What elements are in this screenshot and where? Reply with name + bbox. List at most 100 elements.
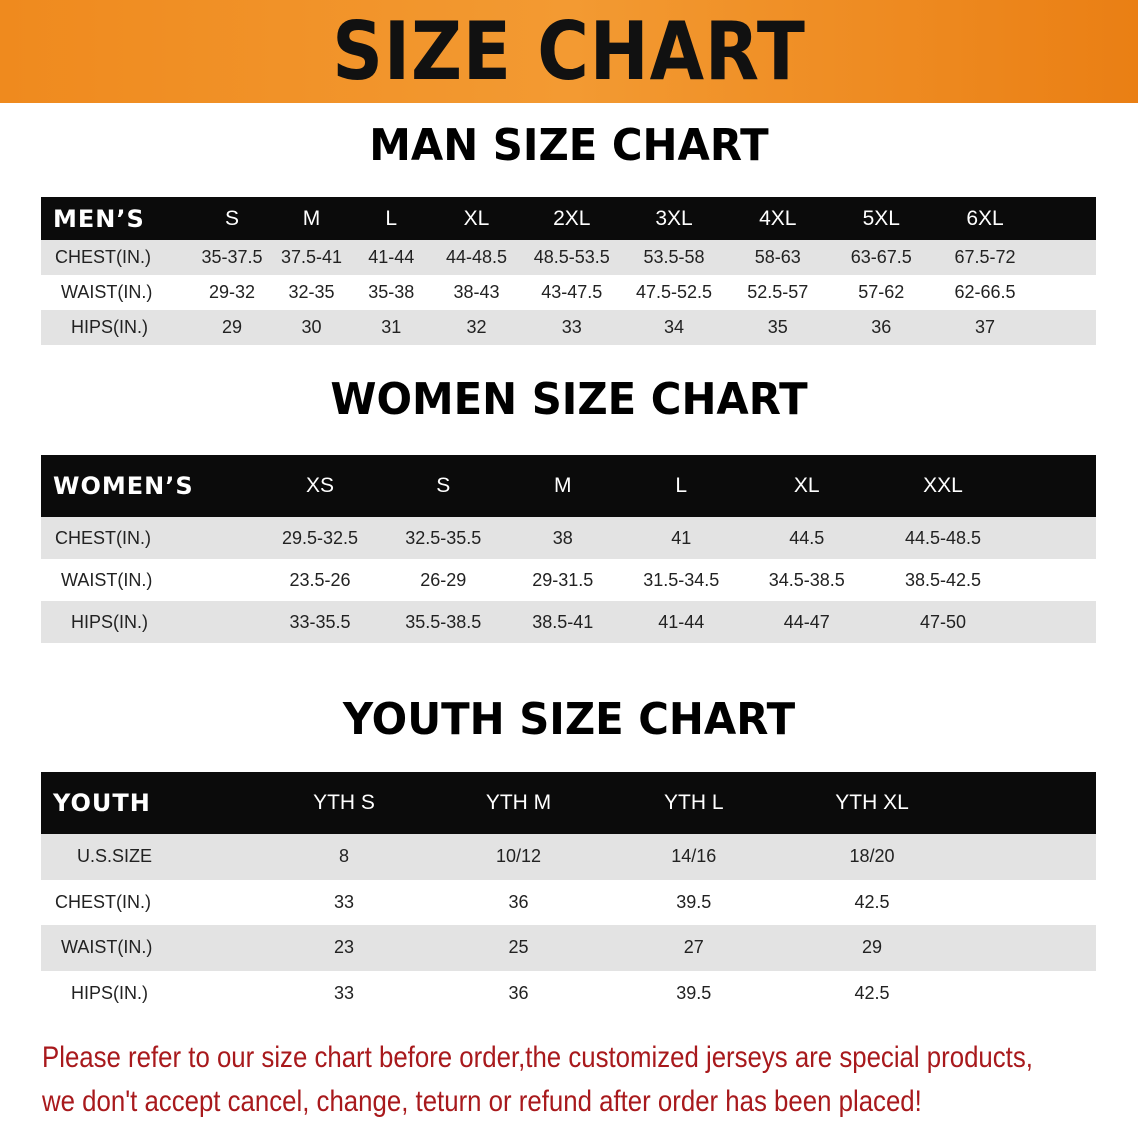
measurement-cell: 29-32 [192, 275, 272, 310]
table-row: CHEST(IN.) 33 36 39.5 42.5 [41, 879, 1096, 925]
table-row: HIPS(IN.) 33 36 39.5 42.5 [41, 970, 1096, 1016]
men-header-row: MEN’S S M L XL 2XL 3XL 4XL 5XL 6XL [41, 197, 1096, 240]
measurement-cell: 33-35.5 [257, 601, 383, 643]
measurement-cell: 39.5 [605, 879, 782, 925]
measurement-cell: 14/16 [605, 834, 782, 880]
measurement-cell: 44.5-48.5 [872, 517, 1014, 559]
order-notice: Please refer to our size chart before or… [42, 1036, 1126, 1124]
row-filler [1037, 275, 1096, 310]
measurement-cell: 29 [192, 310, 272, 345]
measurement-cell: 52.5-57 [726, 275, 830, 310]
measurement-cell: 36 [431, 970, 606, 1016]
measurement-cell: 44-47 [741, 601, 873, 643]
measurement-cell: 41-44 [621, 601, 741, 643]
measurement-cell: 38-43 [431, 275, 522, 310]
size-column-header: XL [431, 197, 522, 240]
size-column-header: 3XL [622, 197, 726, 240]
row-label: WAIST(IN.) [41, 559, 258, 601]
size-column-header: YTH XL [782, 772, 962, 834]
measurement-cell: 44.5 [741, 517, 873, 559]
measurement-cell: 42.5 [782, 970, 962, 1016]
measurement-cell: 32 [431, 310, 522, 345]
measurement-cell: 18/20 [782, 834, 962, 880]
measurement-cell: 36 [829, 310, 933, 345]
measurement-cell: 33 [256, 970, 432, 1016]
size-column-header: 4XL [726, 197, 830, 240]
row-filler [1013, 601, 1096, 643]
measurement-cell: 35 [726, 310, 830, 345]
measurement-cell: 62-66.5 [933, 275, 1037, 310]
measurement-cell: 29-31.5 [504, 559, 622, 601]
measurement-cell: 38 [504, 517, 622, 559]
size-column-header: S [192, 197, 272, 240]
women-section-title: WOMEN SIZE CHART [330, 374, 808, 425]
measurement-cell: 35-37.5 [192, 240, 272, 275]
men-size-table: MEN’S S M L XL 2XL 3XL 4XL 5XL 6XL CHEST(IN.) 35-37… [41, 197, 1096, 345]
measurement-cell: 39.5 [605, 970, 782, 1016]
youth-header-row: YOUTH YTH S YTH M YTH L YTH XL [41, 772, 1096, 834]
measurement-cell: 33 [256, 879, 432, 925]
men-header-label: MEN’S [41, 197, 192, 240]
table-row: WAIST(IN.) 29-32 32-35 35-38 38-43 43-47.5 47.… [41, 275, 1096, 310]
header-filler [962, 772, 1096, 834]
size-column-header: XS [257, 455, 383, 517]
women-size-table: WOMEN’S XS S M L XL XXL CHEST(IN.) 29.5-32.5 32.5… [41, 455, 1096, 643]
size-column-header: L [621, 455, 741, 517]
row-filler [1037, 240, 1096, 275]
measurement-cell: 35.5-38.5 [382, 601, 504, 643]
table-row: WAIST(IN.) 23.5-26 26-29 29-31.5 31.5-34.5 34… [41, 559, 1096, 601]
measurement-cell: 27 [605, 925, 782, 971]
measurement-cell: 44-48.5 [431, 240, 522, 275]
youth-header-label: YOUTH [41, 772, 257, 834]
men-section-title: MAN SIZE CHART [369, 120, 769, 171]
size-column-header: M [504, 455, 622, 517]
row-filler [962, 925, 1096, 971]
measurement-cell: 42.5 [782, 879, 962, 925]
row-filler [962, 879, 1096, 925]
size-column-header: YTH S [256, 772, 432, 834]
measurement-cell: 32-35 [272, 275, 351, 310]
row-filler [1037, 310, 1096, 345]
banner-title: SIZE CHART [332, 5, 806, 98]
table-row: WAIST(IN.) 23 25 27 29 [41, 925, 1096, 971]
youth-section-title: YOUTH SIZE CHART [342, 694, 796, 745]
size-column-header: YTH L [605, 772, 782, 834]
measurement-cell: 41 [621, 517, 741, 559]
size-column-header: S [382, 455, 504, 517]
row-label: WAIST(IN.) [41, 925, 257, 971]
measurement-cell: 26-29 [382, 559, 504, 601]
measurement-cell: 41-44 [351, 240, 432, 275]
measurement-cell: 25 [431, 925, 606, 971]
measurement-cell: 30 [272, 310, 351, 345]
measurement-cell: 29 [782, 925, 962, 971]
measurement-cell: 53.5-58 [622, 240, 726, 275]
table-row: CHEST(IN.) 29.5-32.5 32.5-35.5 38 41 44.5 44.5… [41, 517, 1096, 559]
measurement-cell: 34 [622, 310, 726, 345]
measurement-cell: 29.5-32.5 [257, 517, 383, 559]
row-label: HIPS(IN.) [41, 310, 192, 345]
row-filler [962, 834, 1096, 880]
row-label: U.S.SIZE [41, 834, 257, 880]
table-row: HIPS(IN.) 33-35.5 35.5-38.5 38.5-41 41-44 44-… [41, 601, 1096, 643]
row-label: WAIST(IN.) [41, 275, 192, 310]
women-header-label: WOMEN’S [41, 455, 258, 517]
row-label: HIPS(IN.) [41, 601, 258, 643]
row-label: CHEST(IN.) [41, 879, 257, 925]
women-header-row: WOMEN’S XS S M L XL XXL [41, 455, 1096, 517]
measurement-cell: 48.5-53.5 [521, 240, 622, 275]
measurement-cell: 38.5-41 [504, 601, 622, 643]
measurement-cell: 57-62 [829, 275, 933, 310]
measurement-cell: 34.5-38.5 [741, 559, 873, 601]
measurement-cell: 63-67.5 [829, 240, 933, 275]
table-row: CHEST(IN.) 35-37.5 37.5-41 41-44 44-48.5 48.5… [41, 240, 1096, 275]
order-notice-line-1: Please refer to our size chart before or… [42, 1041, 1033, 1074]
row-label: HIPS(IN.) [41, 970, 257, 1016]
size-column-header: YTH M [431, 772, 606, 834]
youth-size-table: YOUTH YTH S YTH M YTH L YTH XL U.S.SIZE 8 10/12… [41, 772, 1096, 1016]
size-column-header: M [272, 197, 351, 240]
row-label: CHEST(IN.) [41, 517, 258, 559]
row-filler [962, 970, 1096, 1016]
table-row: HIPS(IN.) 29 30 31 32 33 34 35 36 37 [41, 310, 1096, 345]
size-column-header: L [351, 197, 432, 240]
measurement-cell: 10/12 [431, 834, 606, 880]
